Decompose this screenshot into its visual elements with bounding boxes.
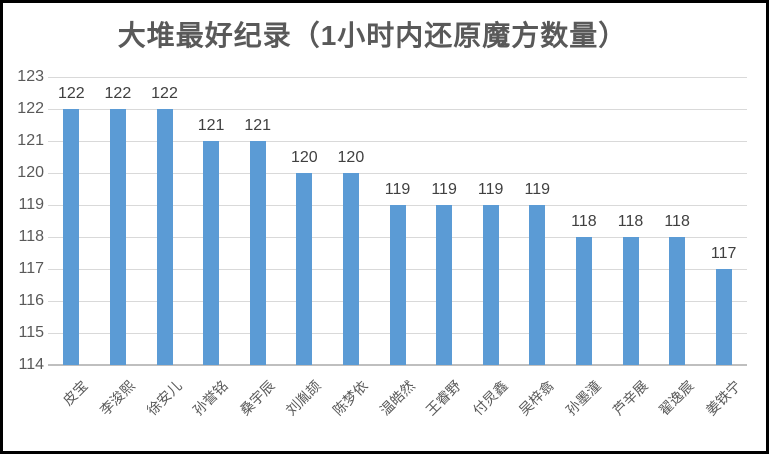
bar (436, 205, 453, 365)
bar-value-label: 121 (197, 117, 225, 134)
y-tick-label: 121 (17, 132, 44, 149)
bar (575, 237, 592, 365)
bar-value-label: 119 (431, 181, 457, 198)
bar-value-label: 122 (104, 85, 132, 102)
bar (203, 141, 220, 365)
y-tick-label: 122 (17, 100, 44, 117)
bar-value-label: 117 (710, 245, 737, 262)
bar (156, 109, 173, 365)
x-tick-label: 翟逸宸 (655, 377, 697, 419)
bar (669, 237, 686, 365)
x-tick-label: 芦辛展 (609, 377, 651, 419)
bar (529, 205, 546, 365)
bar-value-label: 118 (617, 213, 644, 230)
bar-value-label: 118 (664, 213, 690, 230)
x-tick-label: 孙誉铭 (189, 377, 231, 419)
y-tick-label: 116 (18, 292, 44, 309)
x-tick-label: 李浚熙 (96, 377, 138, 419)
y-tick-label: 118 (18, 228, 44, 245)
bar-value-label: 119 (477, 181, 504, 198)
bar-value-label: 122 (57, 85, 85, 102)
x-tick-label: 桑宇辰 (236, 377, 278, 419)
x-tick-label: 陈梦依 (329, 377, 371, 419)
y-tick-label: 117 (18, 260, 44, 277)
bar (622, 237, 639, 365)
bar (482, 205, 499, 365)
y-tick-label: 120 (17, 164, 44, 181)
y-tick-label: 119 (18, 196, 44, 213)
x-tick-label: 皮宝 (59, 377, 92, 409)
bar-value-label: 119 (384, 181, 411, 198)
x-axis-line (48, 364, 747, 366)
x-tick-label: 王睿野 (422, 377, 464, 419)
bar (715, 269, 732, 365)
bar (249, 141, 266, 365)
x-tick-label: 孙墨潼 (562, 377, 604, 419)
x-tick-label: 吴梓翕 (516, 377, 558, 419)
x-tick-label: 徐安儿 (143, 377, 185, 419)
x-tick-label: 温皓然 (376, 377, 418, 419)
bar (296, 173, 313, 365)
y-tick-label: 114 (18, 356, 44, 373)
bar-value-label: 122 (151, 85, 178, 102)
x-tick-label: 付炅鑫 (469, 377, 511, 419)
bar-value-label: 120 (337, 149, 365, 166)
bar-value-label: 119 (524, 181, 551, 198)
gridline (48, 108, 747, 110)
bar-value-label: 120 (290, 149, 318, 166)
gridline (48, 140, 747, 142)
bar-value-label: 118 (571, 213, 597, 230)
bar-value-label: 121 (244, 117, 272, 134)
bar (63, 109, 80, 365)
bar (342, 173, 359, 365)
x-tick-label: 姜铁宁 (702, 377, 744, 419)
y-tick-label: 115 (18, 324, 44, 341)
gridline (48, 172, 747, 174)
bar (109, 109, 126, 365)
bar (389, 205, 406, 365)
y-tick-label: 123 (17, 68, 44, 85)
chart-title: 大堆最好纪录（1小时内还原魔方数量） (117, 20, 628, 51)
x-tick-label: 刘胤颉 (283, 377, 325, 419)
gridline (48, 76, 747, 78)
